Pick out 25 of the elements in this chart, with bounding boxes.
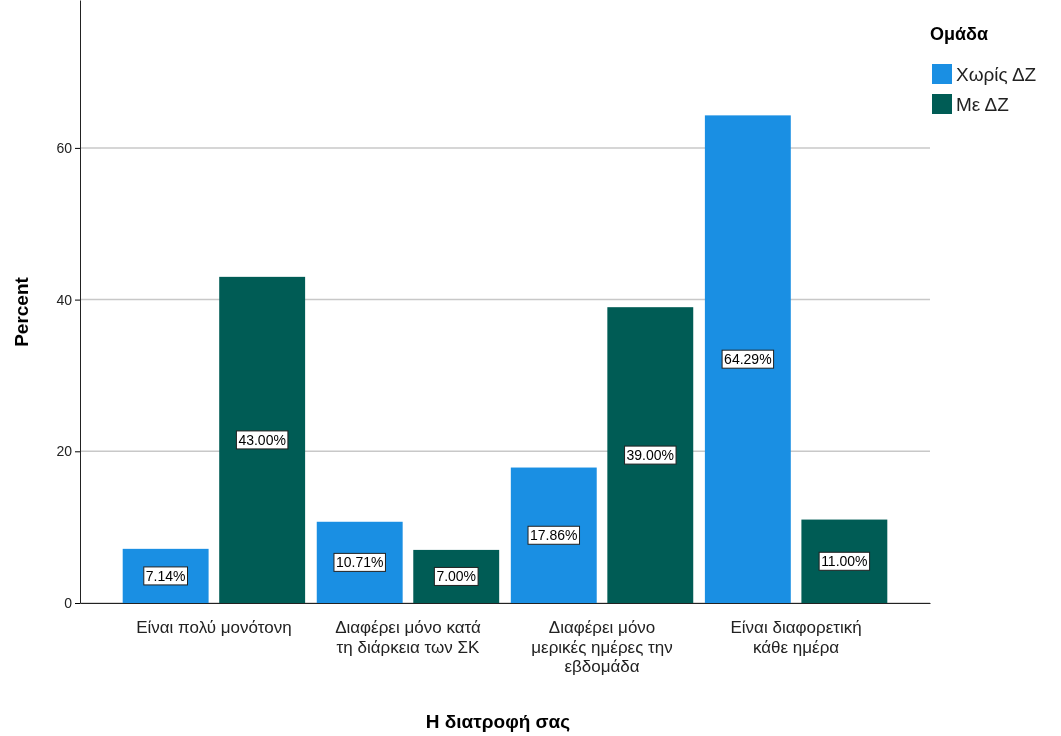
data-label: 7.14% — [145, 567, 186, 584]
data-label: 11.00% — [821, 553, 868, 570]
x-tick-label: Είναι διαφορετική κάθε ημέρα — [730, 618, 862, 657]
data-label: 43.00% — [238, 431, 286, 448]
data-label: 10.71% — [335, 554, 384, 571]
bar — [219, 276, 306, 603]
bar — [510, 467, 597, 603]
x-axis-title: Η διατροφή σας — [425, 711, 571, 732]
y-tick-label: 20 — [56, 443, 73, 460]
data-label: 17.86% — [530, 527, 578, 544]
legend-title: Ομάδα — [930, 24, 989, 44]
x-tick-label: Διαφέρει μόνο μερικές ημέρες την εβδομάδα — [531, 618, 673, 677]
legend-label: Χωρίς ΔΖ — [956, 64, 1037, 85]
data-label: 39.00% — [626, 447, 675, 464]
y-tick-label: 40 — [56, 291, 73, 308]
y-tick-label: 0 — [64, 594, 73, 611]
bar — [607, 307, 694, 603]
x-tick-label: Είναι πολύ μονότονη — [136, 618, 292, 637]
y-tick-label: 60 — [56, 139, 73, 156]
y-axis-title: Percent — [11, 276, 32, 347]
data-label: 64.29% — [724, 351, 772, 368]
legend-label: Με ΔΖ — [956, 94, 1010, 115]
bar — [704, 115, 791, 603]
data-label: 7.00% — [436, 568, 477, 585]
x-tick-label: Διαφέρει μόνο κατά τη διάρκεια των ΣΚ — [335, 618, 481, 657]
